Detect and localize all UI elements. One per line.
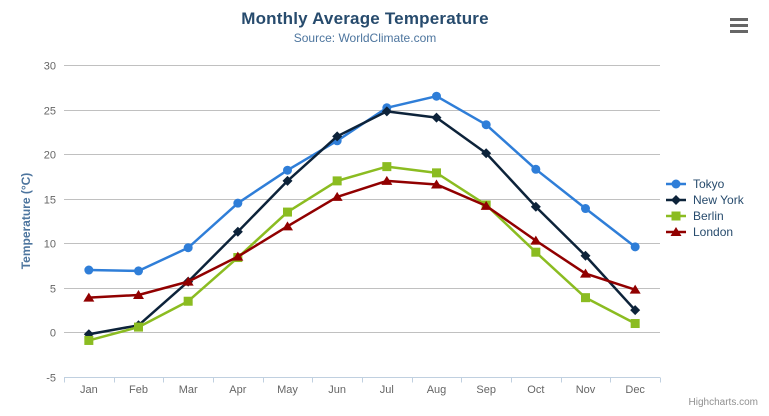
- marker-tokyo[interactable]: [134, 266, 143, 276]
- marker-london[interactable]: [182, 276, 194, 286]
- triangle-marker-glyph: [670, 227, 682, 236]
- x-tick-label: Apr: [229, 384, 246, 396]
- x-tick-label: May: [277, 384, 298, 396]
- series-line-london: [87, 179, 637, 299]
- legend-item-label: Tokyo: [693, 177, 725, 191]
- marker-new-york[interactable]: [431, 112, 442, 123]
- hamburger-menu-icon: [730, 24, 748, 27]
- marker-berlin[interactable]: [531, 247, 541, 257]
- y-tick-label: 0: [50, 328, 56, 340]
- marker-new-york[interactable]: [530, 201, 541, 212]
- marker-new-york[interactable]: [381, 106, 392, 117]
- marker-berlin[interactable]: [332, 176, 342, 186]
- triangle-marker-icon: [666, 227, 686, 236]
- marker-berlin[interactable]: [581, 293, 590, 303]
- marker-tokyo[interactable]: [581, 204, 590, 214]
- marker-new-york[interactable]: [232, 226, 243, 237]
- marker-berlin[interactable]: [84, 335, 94, 345]
- export-menu-button[interactable]: [730, 18, 750, 35]
- hamburger-menu-icon: [730, 18, 748, 21]
- marker-london[interactable]: [232, 251, 244, 261]
- marker-london[interactable]: [431, 179, 442, 189]
- marker-new-york[interactable]: [282, 175, 293, 186]
- x-tick-label: Nov: [576, 384, 596, 396]
- marker-tokyo[interactable]: [283, 165, 292, 175]
- marker-tokyo[interactable]: [84, 265, 94, 275]
- legend-item-new-york[interactable]: New York: [666, 192, 744, 208]
- marker-london[interactable]: [580, 268, 591, 278]
- y-tick-label: 5: [50, 284, 56, 296]
- y-tick-label: 25: [44, 106, 56, 118]
- legend-item-tokyo[interactable]: Tokyo: [666, 176, 744, 192]
- legend: Tokyo New York Berlin London: [666, 176, 744, 240]
- marker-tokyo[interactable]: [432, 91, 441, 101]
- square-marker-glyph: [671, 211, 681, 221]
- x-tick-label: Jan: [80, 384, 98, 396]
- legend-item-london[interactable]: London: [666, 224, 744, 240]
- marker-london[interactable]: [282, 221, 293, 231]
- x-tick-label: Jun: [328, 384, 346, 396]
- series-line-new-york: [87, 110, 637, 336]
- marker-tokyo[interactable]: [531, 164, 541, 174]
- x-tick-label: Aug: [427, 384, 447, 396]
- marker-tokyo[interactable]: [630, 242, 640, 252]
- hamburger-menu-icon: [730, 30, 748, 33]
- marker-berlin[interactable]: [283, 207, 292, 217]
- diamond-marker-icon: [666, 195, 686, 205]
- legend-item-label: London: [693, 225, 734, 239]
- marker-new-york[interactable]: [332, 131, 343, 142]
- marker-berlin[interactable]: [630, 319, 640, 329]
- circle-marker-glyph: [671, 179, 681, 189]
- credits-link[interactable]: Highcharts.com: [688, 397, 758, 408]
- marker-london[interactable]: [381, 175, 393, 185]
- chart-title: Monthly Average Temperature: [241, 9, 489, 28]
- y-tick-label: 30: [44, 61, 56, 73]
- marker-london[interactable]: [133, 289, 144, 299]
- x-tick-label: Dec: [625, 384, 645, 396]
- marker-new-york[interactable]: [630, 305, 641, 316]
- y-tick-label: 20: [44, 150, 56, 162]
- marker-tokyo[interactable]: [481, 120, 491, 130]
- circle-marker-icon: [666, 179, 686, 189]
- square-marker-icon: [666, 211, 686, 221]
- x-tick-label: Oct: [527, 384, 544, 396]
- marker-london[interactable]: [629, 284, 641, 294]
- y-tick-label: -5: [46, 373, 56, 385]
- marker-new-york[interactable]: [481, 148, 492, 159]
- marker-new-york[interactable]: [580, 250, 591, 261]
- x-tick-label: Feb: [129, 384, 148, 396]
- series-line-berlin: [87, 165, 637, 342]
- marker-tokyo[interactable]: [183, 243, 193, 253]
- marker-berlin[interactable]: [134, 322, 143, 332]
- x-tick-label: Jul: [380, 384, 394, 396]
- marker-london[interactable]: [530, 235, 542, 245]
- y-tick-label: 15: [44, 195, 56, 207]
- diamond-marker-glyph: [671, 195, 681, 205]
- marker-berlin[interactable]: [432, 168, 441, 178]
- marker-tokyo[interactable]: [233, 198, 243, 208]
- legend-item-label: New York: [693, 193, 744, 207]
- marker-london[interactable]: [480, 200, 492, 210]
- x-tick-label: Mar: [179, 384, 198, 396]
- y-tick-label: 10: [44, 239, 56, 251]
- series-line-tokyo: [87, 94, 637, 273]
- chart-subtitle: Source: WorldClimate.com: [293, 31, 437, 45]
- legend-item-label: Berlin: [693, 209, 724, 223]
- marker-london[interactable]: [83, 292, 95, 302]
- legend-item-berlin[interactable]: Berlin: [666, 208, 744, 224]
- marker-berlin[interactable]: [382, 162, 392, 172]
- marker-london[interactable]: [331, 191, 343, 201]
- x-tick-label: Sep: [476, 384, 496, 396]
- marker-berlin[interactable]: [183, 296, 193, 306]
